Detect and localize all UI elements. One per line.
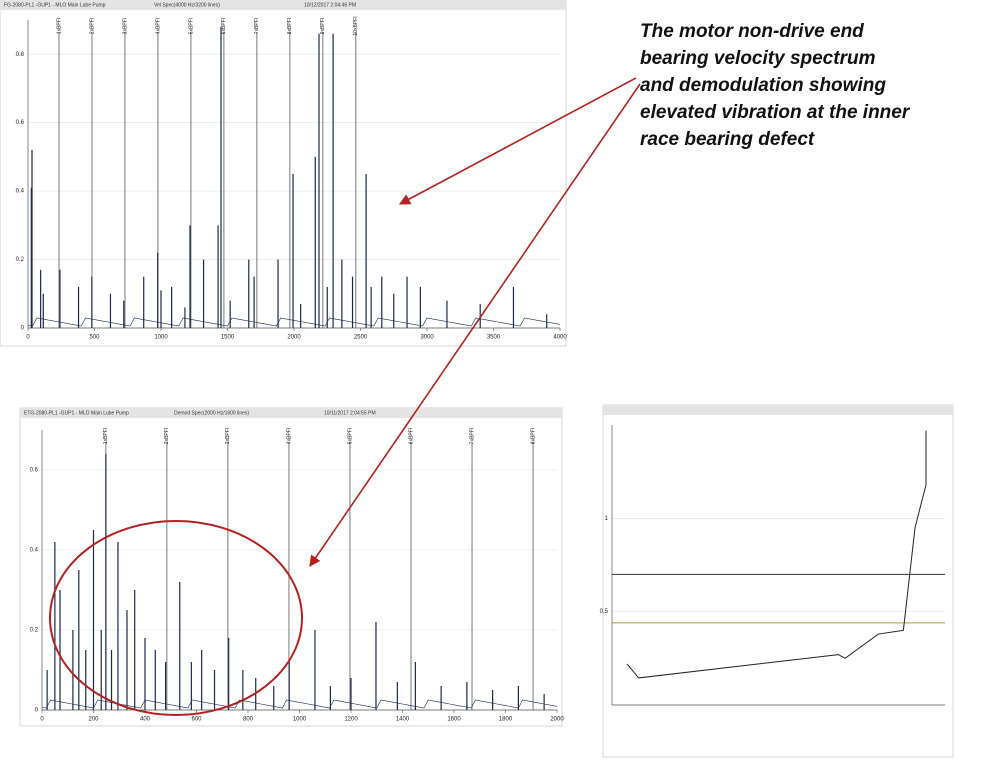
y-tick-label: 0.2 <box>30 628 39 634</box>
header-text: ETG-2080-PL1 -GUP1 - MLO Main Lube Pump <box>24 410 129 416</box>
marker-label: 3xBPFI <box>225 428 231 444</box>
noise-floor <box>41 699 558 709</box>
y-tick-label: 0.6 <box>30 468 39 474</box>
marker-label: 8xBPFI <box>287 18 293 34</box>
header-text: FG-2080-PL1 -GUP1 - MLO Main Lube Pump <box>4 2 106 8</box>
x-tick-label: 1500 <box>221 335 235 341</box>
x-tick-label: 2500 <box>354 335 368 341</box>
y-tick-label: 0.5 <box>600 609 609 615</box>
noise-floor <box>27 317 561 327</box>
y-tick-label: 0.6 <box>16 120 25 126</box>
arrow <box>399 77 637 205</box>
x-tick-label: 0 <box>40 717 44 723</box>
marker-label: 7xBPFI <box>254 18 260 34</box>
header-bar <box>20 408 562 418</box>
caption-line: race bearing defect <box>640 129 815 150</box>
x-tick-label: 800 <box>243 717 254 723</box>
header-text: Demod Spec(2000 Hz/1600 lines) <box>174 410 249 416</box>
highlight-ellipse <box>49 520 303 716</box>
y-tick-label: 1 <box>605 516 609 522</box>
x-tick-label: 1200 <box>344 717 358 723</box>
y-tick-label: 0.4 <box>30 548 39 554</box>
marker-label: 5xBPFI <box>188 18 194 34</box>
trend-line <box>626 430 927 679</box>
marker-label: 7xBPFI <box>469 428 475 444</box>
x-tick-label: 500 <box>89 335 100 341</box>
x-tick-label: 600 <box>191 717 202 723</box>
marker-label: 3xBPFI <box>122 18 128 34</box>
header-bar <box>0 0 566 10</box>
caption-line: The motor non-drive end <box>640 21 864 42</box>
marker-label: 10xBPFI <box>353 16 359 35</box>
x-tick-label: 200 <box>88 717 99 723</box>
marker-label: 9xBPFI <box>320 18 326 34</box>
header-text: Vel Spec(4000 Hz/3200 lines) <box>154 2 220 8</box>
marker-label: 1xBPFI <box>56 18 62 34</box>
marker-label: 5xBPFI <box>347 428 353 444</box>
x-tick-label: 1000 <box>293 717 307 723</box>
header-text: 10/12/2017 2:04:46 PM <box>304 2 356 8</box>
marker-label: 4xBPFI <box>155 18 161 34</box>
arrow <box>309 83 641 567</box>
x-tick-label: 4000 <box>553 335 567 341</box>
annotation-shapes <box>49 77 641 716</box>
marker-label: 1xBPFI <box>103 428 109 444</box>
header-text: 10/11/2017 2:04:55 PM <box>324 410 376 416</box>
x-tick-label: 1600 <box>447 717 461 723</box>
x-tick-label: 0 <box>26 335 30 341</box>
marker-label: 6xBPFI <box>221 18 227 34</box>
header-bar <box>603 405 953 415</box>
chart: FG-2080-PL1 -GUP1 - MLO Main Lube Pump Ve… <box>0 0 567 347</box>
caption-line: bearing velocity spectrum <box>640 48 876 69</box>
x-tick-label: 3000 <box>420 335 434 341</box>
x-tick-label: 1400 <box>396 717 410 723</box>
x-tick-label: 1800 <box>499 717 513 723</box>
panel <box>0 0 567 347</box>
x-tick-label: 2000 <box>550 717 564 723</box>
marker-label: 6xBPFI <box>408 428 414 444</box>
x-tick-label: 2000 <box>287 335 301 341</box>
panel <box>602 404 954 758</box>
marker-label: 4xBPFI <box>286 428 292 444</box>
chart: ETG-2080-PL1 -GUP1 - MLO Main Lube Pump D… <box>19 407 564 727</box>
chart: 0.51 <box>600 404 954 758</box>
x-tick-label: 1000 <box>154 335 168 341</box>
y-tick-label: 0.8 <box>16 52 25 58</box>
marker-label: 2xBPFI <box>89 18 95 34</box>
y-tick-label: 0 <box>21 326 25 332</box>
y-tick-label: 0 <box>35 708 39 714</box>
caption-line: elevated vibration at the inner <box>640 102 911 123</box>
caption: The motor non-drive end bearing velocity… <box>640 21 911 150</box>
marker-label: 8xBPFI <box>530 428 536 444</box>
x-tick-label: 400 <box>140 717 151 723</box>
x-tick-label: 3500 <box>487 335 501 341</box>
caption-line: and demodulation showing <box>640 75 886 96</box>
y-tick-label: 0.2 <box>16 257 25 263</box>
y-tick-label: 0.4 <box>16 189 25 195</box>
marker-label: 2xBPFI <box>164 428 170 444</box>
